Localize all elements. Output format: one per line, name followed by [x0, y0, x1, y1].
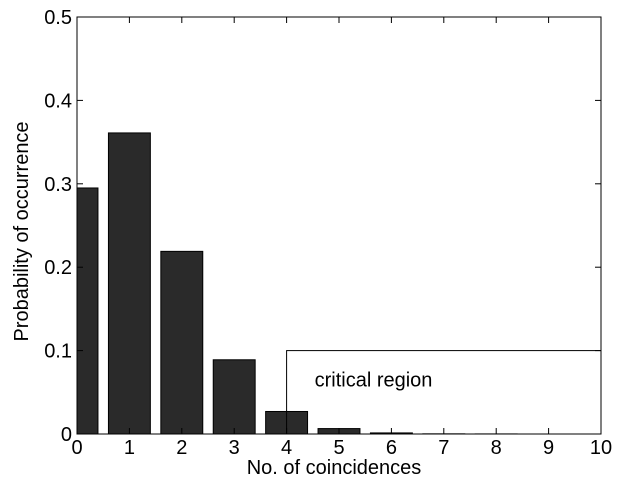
y-axis-label: Probability of occurrence	[11, 121, 33, 341]
x-tick-label: 5	[333, 437, 344, 459]
y-tick-label: 0.2	[44, 257, 72, 279]
x-tick-labels: 0 1 2 3 4 5 6 7 8 9 10	[71, 437, 612, 459]
bar-3	[212, 359, 256, 434]
x-tick-label: 2	[176, 437, 187, 459]
y-tick-labels: 0 0.1 0.2 0.3 0.4 0.5	[44, 7, 72, 446]
x-tick-label: 1	[124, 437, 135, 459]
x-tick-label: 0	[71, 437, 82, 459]
bar-2	[160, 250, 204, 434]
y-tick-label: 0	[61, 424, 72, 446]
y-tick-label: 0.3	[44, 174, 72, 196]
critical-region-label: critical region	[315, 370, 433, 392]
y-tick-label: 0.5	[44, 7, 72, 29]
x-tick-label: 9	[543, 437, 554, 459]
x-axis-label: No. of coincidences	[247, 457, 422, 479]
bar-0	[77, 187, 99, 434]
x-tick-label: 6	[386, 437, 397, 459]
x-tick-label: 4	[281, 437, 292, 459]
y-tick-label: 0.4	[44, 90, 72, 112]
x-tick-label: 7	[438, 437, 449, 459]
x-tick-label: 3	[229, 437, 240, 459]
critical-region-box	[286, 350, 602, 435]
bar-1	[107, 132, 151, 434]
x-tick-label: 8	[491, 437, 502, 459]
y-tick-label: 0.1	[44, 341, 72, 363]
x-tick-label: 10	[590, 437, 612, 459]
tick-marks	[76, 16, 602, 435]
